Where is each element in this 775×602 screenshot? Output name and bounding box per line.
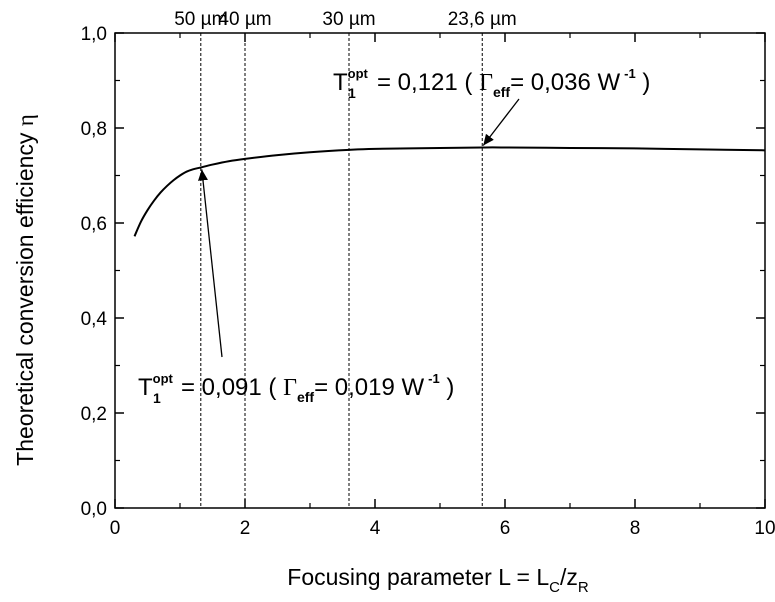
x-tick-label-5: 10 xyxy=(754,518,775,539)
annotation-upper-value: = 0,121 ( xyxy=(377,69,479,96)
top-label-1: 40 µm xyxy=(218,9,271,30)
x-axis-label-sub1: C xyxy=(549,579,560,596)
y-axis-label-eta: η xyxy=(13,114,38,126)
x-tick-label-1: 2 xyxy=(240,518,251,539)
y-axis-label: Theoretical conversion efficiency η xyxy=(12,114,38,466)
y-tick-label-0: 0,0 xyxy=(81,499,107,520)
annotation-upper-T-sup: opt xyxy=(348,66,369,81)
annotation-upper-gamma-value: = 0,036 W xyxy=(510,69,620,96)
annotation-lower-T-sup: opt xyxy=(153,371,174,386)
annotation-upper-unit-sup: -1 xyxy=(624,66,636,81)
top-label-0: 50 µm xyxy=(174,9,227,30)
vertical-reference-lines xyxy=(200,33,483,508)
top-label-2: 30 µm xyxy=(322,9,375,30)
annotation-lower-gamma-sub: eff xyxy=(297,389,314,405)
annotation-upper-T: T xyxy=(333,69,348,96)
y-tick-label-1: 0,2 xyxy=(81,404,107,425)
x-tick-label-0: 0 xyxy=(110,518,121,539)
annotation-upper-gamma: Γ xyxy=(479,70,493,96)
x-tick-label-2: 4 xyxy=(370,518,381,539)
top-label-3: 23,6 µm xyxy=(448,9,517,30)
x-axis-label-mid: /z xyxy=(560,564,578,590)
annotation-lower-gamma-value: = 0,019 W xyxy=(314,374,424,401)
tick-labels: 0 2 4 6 8 10 0,0 0,2 0,4 0,6 0,8 1,0 xyxy=(81,24,775,539)
annotation-lower-arrow xyxy=(198,169,223,358)
x-axis-label: Focusing parameter L = LC/zR xyxy=(287,564,589,596)
annotation-lower-close: ) xyxy=(440,374,455,401)
x-tick-label-3: 6 xyxy=(500,518,511,539)
x-axis-label-sub2: R xyxy=(578,579,589,596)
annotation-lower-value: = 0,091 ( xyxy=(181,374,283,401)
y-tick-label-3: 0,6 xyxy=(81,214,107,235)
annotation-upper-gamma-sub: eff xyxy=(493,84,510,100)
y-axis-label-main: Theoretical conversion efficiency xyxy=(12,126,38,466)
x-tick-label-4: 8 xyxy=(630,518,641,539)
y-tick-label-4: 0,8 xyxy=(81,119,107,140)
efficiency-curve xyxy=(133,146,766,237)
annotation-upper: Topt 1 = 0,121 ( Γeff= 0,036 W -1 ) xyxy=(333,66,650,146)
annotation-lower-gamma: Γ xyxy=(283,375,297,401)
annotation-lower-unit-sup: -1 xyxy=(428,371,440,386)
y-tick-label-2: 0,4 xyxy=(81,309,108,330)
annotation-lower-T: T xyxy=(138,374,153,401)
annotation-upper-close: ) xyxy=(636,69,651,96)
annotation-upper-arrow xyxy=(482,98,520,146)
svg-text:= 0,091 ( Γeff= 0,019 W-1 ): = 0,091 ( Γeff= 0,019 W -1 ) xyxy=(181,371,454,405)
annotation-upper-T-sub: 1 xyxy=(348,85,356,101)
axis-ticks xyxy=(114,32,766,509)
x-axis-label-main: Focusing parameter L = L xyxy=(287,564,549,590)
svg-text:Topt: Topt xyxy=(333,66,369,96)
svg-text:Topt: Topt xyxy=(138,371,174,401)
svg-text:= 0,121 ( Γeff= 0,036 W-1 ): = 0,121 ( Γeff= 0,036 W -1 ) xyxy=(377,66,650,100)
y-tick-label-5: 1,0 xyxy=(81,24,107,45)
annotation-lower: Topt 1 = 0,091 ( Γeff= 0,019 W -1 ) xyxy=(138,169,454,406)
annotation-lower-T-sub: 1 xyxy=(153,390,161,406)
